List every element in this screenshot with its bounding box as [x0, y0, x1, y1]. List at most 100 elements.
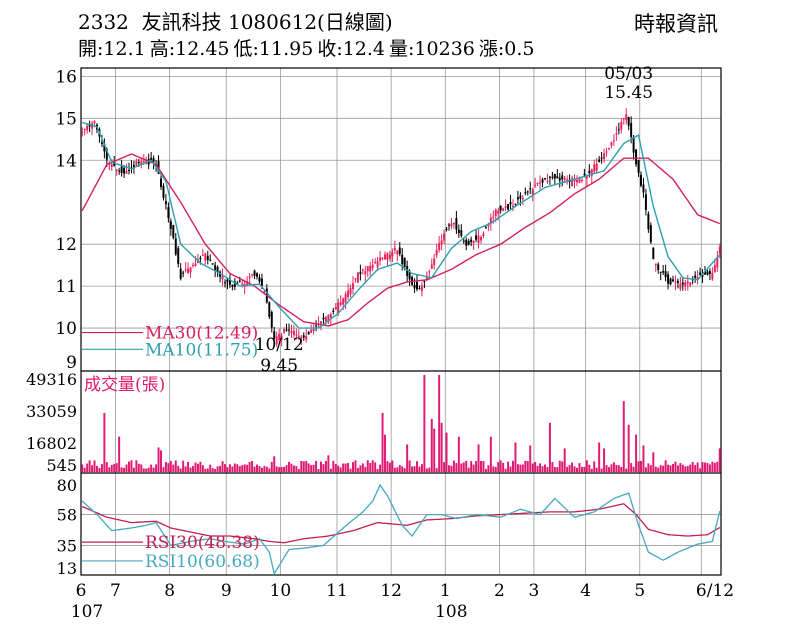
candle-body — [339, 302, 342, 305]
volume-bar — [88, 460, 91, 472]
low-date-annotation: 10/12 — [255, 335, 304, 355]
volume-bar — [499, 460, 502, 472]
volume-bar — [403, 468, 406, 472]
volume-bar — [420, 464, 423, 472]
volume-bar — [430, 418, 433, 472]
candle-body — [489, 217, 492, 224]
candle-body — [187, 268, 190, 274]
candle-body — [622, 118, 625, 120]
volume-bar — [457, 436, 460, 472]
volume-bar — [536, 465, 539, 472]
x-month-label: 5 — [634, 581, 645, 601]
candle-body — [598, 159, 601, 163]
volume-bar — [445, 432, 448, 472]
volume-bar — [157, 447, 160, 472]
volume-bar — [324, 460, 327, 472]
candle-body — [578, 177, 581, 183]
candle-body — [494, 209, 497, 217]
volume-bar — [578, 463, 581, 472]
volume-bar — [307, 463, 310, 472]
volume-bar — [659, 465, 662, 472]
candle-body — [544, 178, 546, 180]
volume-bar — [194, 462, 197, 472]
volume-bar — [519, 464, 522, 472]
volume-bar — [270, 461, 273, 472]
candle-body — [83, 129, 86, 131]
volume-bar — [344, 463, 347, 472]
volume-bar — [297, 468, 300, 472]
volume-bar — [167, 463, 170, 472]
volume-bar — [435, 468, 438, 472]
volume-tick-label: 16802 — [26, 434, 77, 453]
x-month-label: 10 — [270, 581, 292, 601]
ohlc-item: 量:10236 — [389, 38, 475, 60]
volume-bar — [356, 467, 359, 472]
candle-body — [374, 262, 377, 264]
candle-body — [526, 191, 529, 193]
volume-bar — [310, 465, 313, 472]
volume-bar — [292, 465, 295, 472]
candle-body — [659, 271, 662, 273]
volume-bar — [612, 462, 615, 472]
volume-bar — [696, 462, 699, 472]
candle-body — [406, 265, 409, 277]
x-month-label: 9 — [221, 581, 232, 601]
volume-bar — [398, 465, 401, 472]
rsi-tick-label: 80 — [57, 476, 77, 495]
candle-body — [214, 265, 217, 271]
volume-bar — [558, 460, 561, 472]
volume-bar — [484, 468, 487, 472]
candle-body — [482, 233, 485, 237]
candle-body — [238, 280, 241, 282]
candle-body — [391, 252, 394, 257]
volume-bar — [359, 465, 362, 472]
volume-bar — [608, 467, 610, 472]
candle-body — [100, 142, 103, 144]
candle-body — [393, 247, 396, 251]
x-month-label: 6/12 — [696, 581, 734, 601]
volume-bar — [278, 467, 281, 472]
candle-body — [231, 284, 234, 287]
volume-bar — [622, 401, 625, 472]
candle-body — [563, 177, 566, 180]
volume-bar — [265, 466, 268, 472]
volume-bar — [236, 464, 239, 472]
candle-body — [531, 189, 534, 195]
candle-body — [425, 276, 428, 281]
candle-body — [160, 178, 162, 187]
candle-body — [465, 239, 468, 246]
x-month-label: 1 — [440, 581, 451, 601]
volume-bar — [204, 468, 207, 472]
candle-body — [438, 243, 441, 251]
volume-bar — [418, 466, 421, 472]
candle-body — [359, 272, 362, 274]
volume-bar — [563, 448, 566, 472]
volume-bar — [155, 464, 158, 472]
volume-bar — [280, 466, 283, 472]
volume-bar — [553, 466, 556, 472]
volume-bar — [192, 466, 194, 472]
stock-code: 2332 — [78, 10, 129, 34]
candle-body — [443, 233, 446, 241]
rsi-tick-label: 58 — [57, 506, 77, 525]
candle-body — [652, 247, 655, 259]
volume-bar — [534, 461, 537, 472]
volume-bar — [704, 462, 706, 472]
volume-bar — [691, 462, 694, 472]
candle-body — [194, 263, 197, 266]
candle-body — [310, 329, 313, 333]
volume-bar — [113, 463, 116, 472]
candle-body — [435, 249, 438, 256]
volume-bar — [216, 466, 219, 472]
volume-bar — [381, 412, 384, 472]
candle-body — [300, 336, 303, 339]
candle-body — [347, 290, 350, 298]
candle-body — [349, 287, 352, 295]
candle-body — [580, 180, 583, 182]
volume-bar — [598, 442, 601, 472]
candle-body — [224, 282, 226, 284]
volume-bar — [654, 466, 657, 472]
candle-body — [334, 307, 337, 310]
volume-bar — [347, 463, 350, 472]
candle-body — [448, 224, 450, 226]
